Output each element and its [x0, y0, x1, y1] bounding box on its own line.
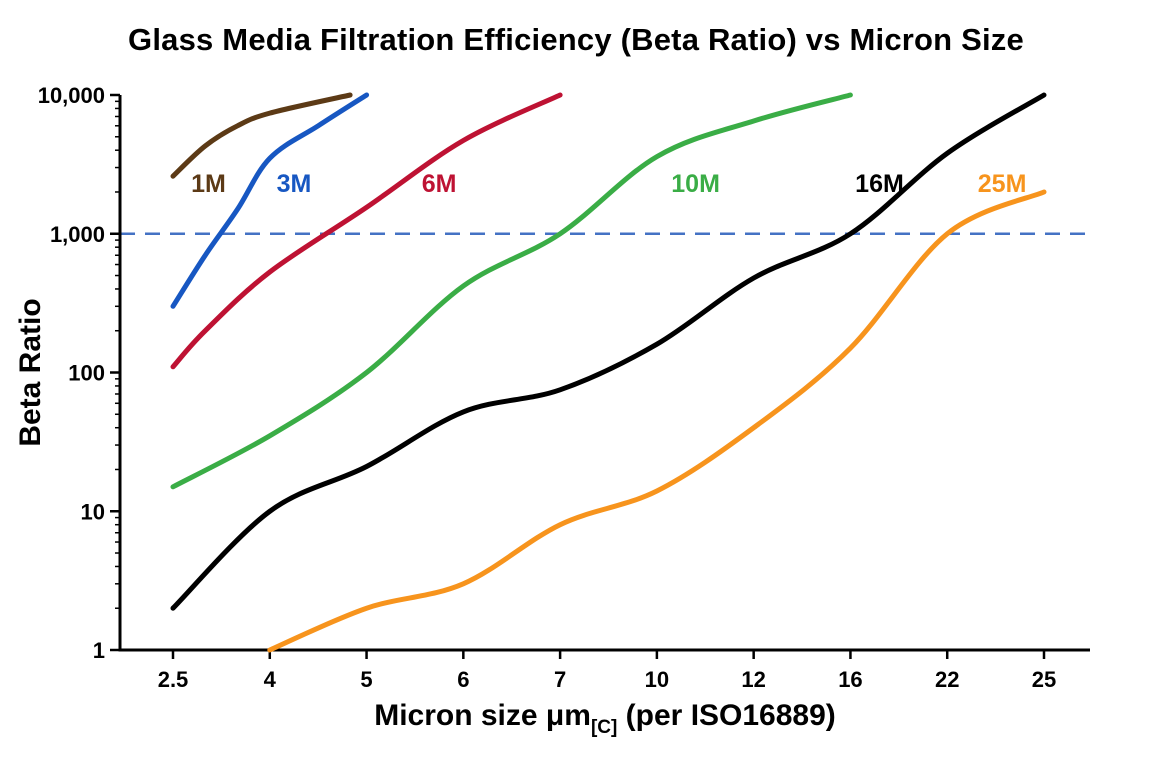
series-line-10M: [170, 92, 853, 490]
series-line-16M: [170, 92, 1047, 611]
series-label-1M: 1M: [191, 170, 226, 198]
x-axis-label-main: Micron size μm: [374, 699, 591, 732]
series-line-3M: [170, 92, 370, 309]
series-label-16M: 16M: [855, 170, 904, 198]
x-tick-label: 25: [1032, 667, 1056, 692]
x-axis-label-subscript: [C]: [590, 717, 618, 738]
series-label-3M: 3M: [277, 170, 312, 198]
x-tick-label: 4: [264, 667, 277, 692]
x-tick-label: 12: [741, 667, 765, 692]
y-tick-label: 1,000: [50, 222, 105, 247]
x-tick-label: 22: [935, 667, 959, 692]
x-axis-label: Micron size μm[C] (per ISO16889): [120, 699, 1090, 739]
x-tick-label: 10: [645, 667, 669, 692]
series-label-25M: 25M: [978, 170, 1027, 198]
y-tick-label: 10: [81, 499, 105, 524]
y-axis-label: Beta Ratio: [14, 298, 47, 446]
y-tick-label: 10,000: [38, 83, 105, 108]
series-line-1M: [170, 92, 353, 179]
x-axis-label-tail: (per ISO16889): [617, 699, 836, 732]
x-tick-label: 16: [838, 667, 862, 692]
chart-title: Glass Media Filtration Efficiency (Beta …: [128, 22, 1024, 57]
series-label-10M: 10M: [671, 170, 720, 198]
y-tick-label: 100: [68, 361, 105, 386]
x-tick-label: 7: [554, 667, 566, 692]
x-tick-label: 6: [457, 667, 469, 692]
x-tick-label: 5: [360, 667, 372, 692]
series-line-25M: [267, 189, 1047, 653]
y-tick-label: 1: [93, 638, 105, 663]
x-tick-label: 2.5: [158, 667, 189, 692]
series-label-6M: 6M: [422, 170, 457, 198]
series-line-6M: [170, 92, 563, 370]
